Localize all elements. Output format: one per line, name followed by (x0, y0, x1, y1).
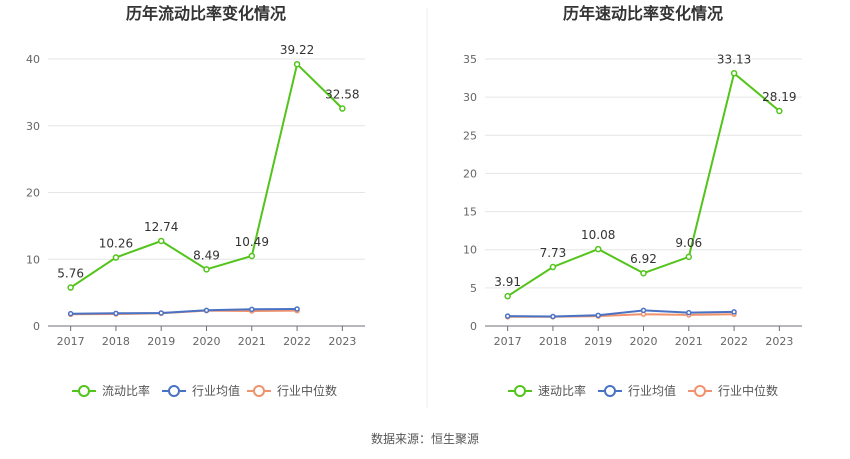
data-point (294, 306, 300, 312)
x-tick-label: 2018 (102, 335, 130, 348)
data-point (776, 107, 783, 115)
chart-title: 历年速动比率变化情况 (563, 4, 723, 23)
y-tick-label: 15 (463, 206, 477, 219)
x-tick-label: 2019 (147, 335, 175, 348)
y-tick-label: 20 (463, 167, 477, 180)
x-tick-label: 2022 (283, 335, 311, 348)
legend-swatch-marker (694, 385, 706, 397)
legend-label: 速动比率 (538, 383, 586, 398)
data-point (685, 253, 693, 261)
data-label: 6.92 (630, 252, 657, 266)
x-tick-label: 2019 (584, 335, 612, 348)
data-label: 10.08 (581, 228, 615, 242)
data-label: 9.06 (675, 236, 702, 250)
chart-panel-current-ratio: 历年流动比率变化情况 0 10 20 30 40 2017 2018 2019 2020 2021 2… (26, 4, 365, 398)
legend-swatch-marker (253, 385, 265, 397)
x-tick-label: 2023 (328, 335, 356, 348)
data-point (640, 307, 647, 314)
data-point (686, 309, 692, 316)
data-point (249, 306, 255, 313)
data-point (112, 254, 120, 261)
data-point (640, 269, 647, 277)
data-point (293, 60, 301, 68)
data-point (730, 70, 738, 77)
data-label: 5.76 (57, 267, 84, 281)
data-point (731, 309, 737, 315)
data-point (248, 252, 256, 260)
x-tick-label: 2021 (238, 335, 266, 348)
series-line (507, 309, 735, 318)
legend-swatch-marker (604, 385, 616, 397)
data-point (67, 284, 74, 291)
x-tick-label: 2017 (494, 335, 522, 348)
data-point (595, 312, 601, 319)
data-point (594, 245, 602, 253)
series-line (70, 308, 298, 315)
data-point (504, 313, 511, 319)
legend-label: 行业中位数 (277, 383, 337, 398)
data-point (203, 307, 210, 314)
legend-swatch-marker (514, 385, 526, 397)
y-tick-label: 10 (463, 244, 477, 257)
data-point (339, 105, 346, 112)
x-tick-label: 2020 (193, 335, 221, 348)
data-label: 8.49 (193, 248, 220, 262)
data-point (550, 313, 556, 320)
x-tick-label: 2017 (57, 335, 85, 348)
data-label: 12.74 (144, 220, 178, 234)
data-point (113, 310, 119, 317)
x-tick-label: 2020 (630, 335, 658, 348)
y-tick-label: 30 (26, 120, 40, 133)
y-tick-label: 20 (26, 187, 40, 200)
data-label: 10.49 (235, 235, 269, 249)
data-label: 3.91 (494, 275, 521, 289)
legend-label: 行业中位数 (718, 383, 778, 398)
x-tick-label: 2018 (539, 335, 567, 348)
data-label: 7.73 (540, 246, 567, 260)
legend-label: 行业均值 (192, 383, 240, 398)
y-tick-label: 0 (33, 320, 40, 333)
legend-label: 流动比率 (102, 383, 150, 398)
y-tick-label: 30 (463, 91, 477, 104)
data-point (203, 266, 210, 273)
x-tick-label: 2022 (720, 335, 748, 348)
data-point (158, 310, 164, 316)
data-point (67, 310, 74, 317)
data-label: 32.58 (325, 88, 359, 102)
x-tick-label: 2023 (765, 335, 793, 348)
data-point (157, 237, 165, 245)
x-tick-label: 2021 (675, 335, 703, 348)
y-tick-label: 10 (26, 253, 40, 266)
legend-swatch-marker (78, 385, 90, 397)
data-label: 39.22 (280, 43, 314, 57)
chart-panel-quick-ratio: 历年速动比率变化情况 0 5 10 15 20 25 30 35 2017 2018 2019 2020… (463, 4, 802, 398)
y-tick-label: 0 (470, 320, 477, 333)
legend-swatch-marker (168, 385, 180, 397)
data-label: 33.13 (717, 52, 751, 66)
y-tick-label: 40 (26, 53, 40, 66)
data-label: 28.19 (762, 90, 796, 104)
y-tick-label: 25 (463, 129, 477, 142)
data-point (504, 292, 511, 300)
data-source-note: 数据来源：恒生聚源 (371, 431, 479, 446)
y-tick-label: 5 (470, 282, 477, 295)
y-tick-label: 35 (463, 53, 477, 66)
legend-label: 行业均值 (628, 383, 676, 398)
data-label: 10.26 (99, 237, 133, 251)
chart-title: 历年流动比率变化情况 (126, 4, 286, 23)
data-point (549, 263, 557, 271)
